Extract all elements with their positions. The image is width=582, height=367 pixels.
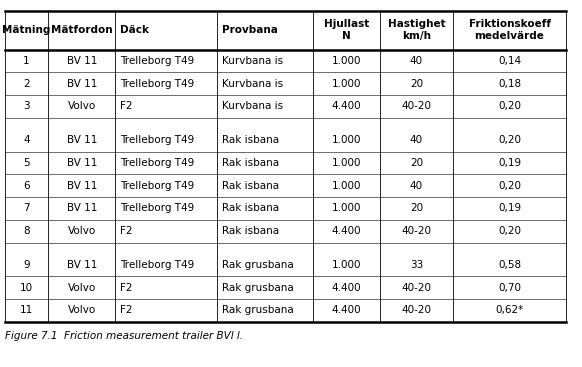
Text: 0,19: 0,19 [498,203,521,214]
Text: Rak isbana: Rak isbana [222,158,279,168]
Text: 0,14: 0,14 [498,56,521,66]
Text: Trelleborg T49: Trelleborg T49 [120,56,194,66]
Text: Rak isbana: Rak isbana [222,226,279,236]
Text: Kurvbana is: Kurvbana is [222,79,283,89]
Text: 0,20: 0,20 [498,226,521,236]
Text: Mätning: Mätning [2,25,51,35]
Text: Däck: Däck [120,25,149,35]
Text: Hastighet
km/h: Hastighet km/h [388,19,445,41]
Text: F2: F2 [120,226,132,236]
Text: 11: 11 [20,305,33,316]
Text: Rak isbana: Rak isbana [222,135,279,145]
Text: F2: F2 [120,283,132,293]
Text: 20: 20 [410,158,423,168]
Text: 4.400: 4.400 [332,101,361,112]
Text: BV 11: BV 11 [66,79,97,89]
Text: Kurvbana is: Kurvbana is [222,56,283,66]
Text: 1.000: 1.000 [332,79,361,89]
Text: 1.000: 1.000 [332,158,361,168]
Text: 1: 1 [23,56,30,66]
Text: Friktionskoeff
medelvärde: Friktionskoeff medelvärde [469,19,551,41]
Text: 40-20: 40-20 [402,226,431,236]
Text: 40: 40 [410,135,423,145]
Text: 0,20: 0,20 [498,181,521,191]
Text: 1.000: 1.000 [332,135,361,145]
Text: 4: 4 [23,135,30,145]
Text: Trelleborg T49: Trelleborg T49 [120,181,194,191]
Text: 0,20: 0,20 [498,101,521,112]
Text: BV 11: BV 11 [66,260,97,270]
Text: 40-20: 40-20 [402,101,431,112]
Text: Provbana: Provbana [222,25,278,35]
Text: Rak grusbana: Rak grusbana [222,283,293,293]
Text: 40: 40 [410,181,423,191]
Text: Rak grusbana: Rak grusbana [222,260,293,270]
Text: Rak isbana: Rak isbana [222,203,279,214]
Text: 9: 9 [23,260,30,270]
Text: 20: 20 [410,79,423,89]
Text: 0,20: 0,20 [498,135,521,145]
Text: 4.400: 4.400 [332,305,361,316]
Text: 6: 6 [23,181,30,191]
Text: Figure 7.1  Friction measurement trailer BVl l.: Figure 7.1 Friction measurement trailer … [5,331,243,341]
Text: 0,70: 0,70 [498,283,521,293]
Text: Kurvbana is: Kurvbana is [222,101,283,112]
Text: 1.000: 1.000 [332,260,361,270]
Text: 1.000: 1.000 [332,203,361,214]
Text: 8: 8 [23,226,30,236]
Text: BV 11: BV 11 [66,135,97,145]
Text: 33: 33 [410,260,423,270]
Text: 4.400: 4.400 [332,226,361,236]
Text: 0,18: 0,18 [498,79,521,89]
Text: Rak isbana: Rak isbana [222,181,279,191]
Text: BV 11: BV 11 [66,181,97,191]
Text: Volvo: Volvo [68,101,96,112]
Text: 5: 5 [23,158,30,168]
Text: 0,62*: 0,62* [495,305,524,316]
Text: Mätfordon: Mätfordon [51,25,112,35]
Text: F2: F2 [120,101,132,112]
Text: 1.000: 1.000 [332,181,361,191]
Text: 0,19: 0,19 [498,158,521,168]
Text: BV 11: BV 11 [66,158,97,168]
Text: Trelleborg T49: Trelleborg T49 [120,79,194,89]
Text: F2: F2 [120,305,132,316]
Text: BV 11: BV 11 [66,203,97,214]
Text: 40-20: 40-20 [402,305,431,316]
Text: 40-20: 40-20 [402,283,431,293]
Text: Trelleborg T49: Trelleborg T49 [120,260,194,270]
Text: Volvo: Volvo [68,305,96,316]
Text: Rak grusbana: Rak grusbana [222,305,293,316]
Text: 1.000: 1.000 [332,56,361,66]
Text: 4.400: 4.400 [332,283,361,293]
Text: Trelleborg T49: Trelleborg T49 [120,203,194,214]
Text: BV 11: BV 11 [66,56,97,66]
Text: 2: 2 [23,79,30,89]
Text: 10: 10 [20,283,33,293]
Text: 0,58: 0,58 [498,260,521,270]
Text: Trelleborg T49: Trelleborg T49 [120,158,194,168]
Text: Hjullast
N: Hjullast N [324,19,369,41]
Text: Trelleborg T49: Trelleborg T49 [120,135,194,145]
Text: 3: 3 [23,101,30,112]
Text: Volvo: Volvo [68,226,96,236]
Text: 7: 7 [23,203,30,214]
Text: Volvo: Volvo [68,283,96,293]
Text: 40: 40 [410,56,423,66]
Text: 20: 20 [410,203,423,214]
